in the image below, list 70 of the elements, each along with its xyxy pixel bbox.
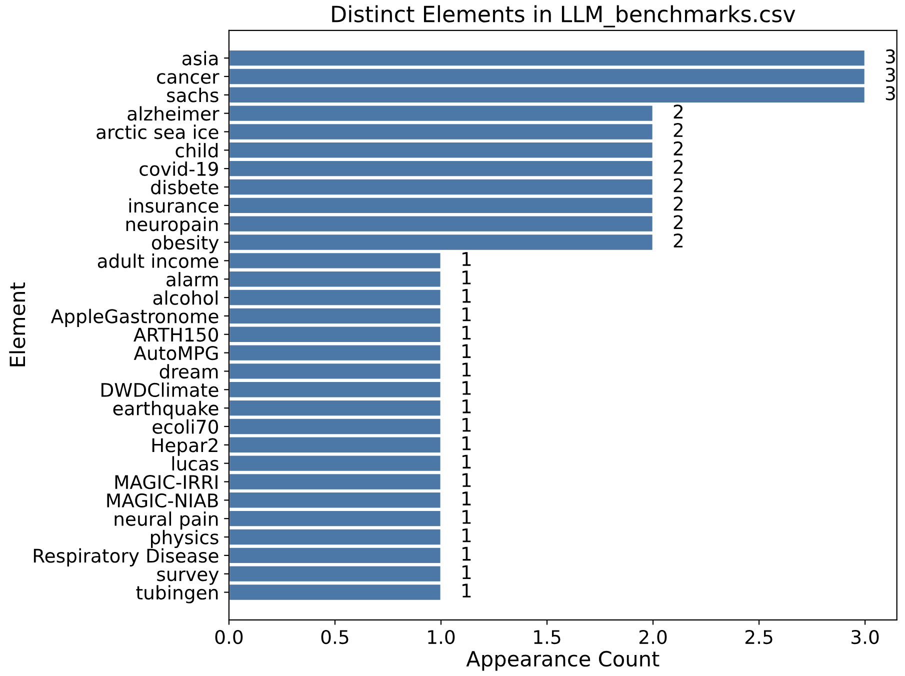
y-tick-label: Hepar2 bbox=[152, 438, 218, 456]
data-label: 3 bbox=[886, 86, 895, 100]
data-label: 1 bbox=[462, 344, 471, 358]
y-tick-label: obesity bbox=[152, 235, 219, 254]
chart-title: Distinct Elements in LLM_benchmarks.csv bbox=[332, 5, 796, 28]
data-label: 2 bbox=[674, 122, 683, 137]
y-tick-label: AutoMPG bbox=[134, 346, 218, 360]
data-label: 1 bbox=[462, 584, 471, 598]
y-tick-label: AppleGastronome bbox=[50, 308, 218, 327]
y-tick-label: disbete bbox=[151, 180, 218, 194]
data-label: 1 bbox=[462, 546, 471, 561]
x-tick-label: 0.0 bbox=[215, 630, 243, 644]
data-label: 1 bbox=[462, 270, 471, 284]
data-label: 1 bbox=[462, 307, 471, 322]
y-tick-label: MAGIC-NIAB bbox=[107, 493, 218, 508]
data-label: 1 bbox=[462, 362, 471, 376]
x-tick-label: 3.0 bbox=[852, 630, 879, 644]
data-label: 1 bbox=[462, 252, 471, 266]
y-tick-label: adult income bbox=[98, 254, 218, 268]
y-tick-label: arctic sea ice bbox=[96, 124, 218, 140]
y-tick-label: MAGIC-IRRI bbox=[115, 474, 218, 490]
data-label: 1 bbox=[462, 381, 471, 395]
y-tick-label: DWDClimate bbox=[102, 382, 218, 398]
data-label: 1 bbox=[462, 473, 471, 487]
data-label: 2 bbox=[674, 141, 683, 156]
data-label: 3 bbox=[886, 68, 895, 82]
data-label: 1 bbox=[462, 565, 471, 580]
y-tick-label: alcohol bbox=[153, 290, 218, 305]
data-label: 1 bbox=[462, 400, 471, 414]
y-tick-label: dream bbox=[160, 364, 218, 379]
x-tick-label: 2.0 bbox=[639, 630, 667, 644]
data-label: 2 bbox=[674, 234, 683, 248]
data-label: 1 bbox=[462, 528, 471, 542]
y-tick-label: tubingen bbox=[136, 585, 218, 604]
y-tick-label: physics bbox=[151, 530, 218, 548]
y-tick-label: lucas bbox=[172, 456, 218, 471]
x-tick-label: 0.5 bbox=[321, 630, 348, 644]
data-label: 2 bbox=[674, 196, 683, 211]
y-tick-label: neural pain bbox=[114, 511, 218, 530]
y-tick-label: insurance bbox=[129, 198, 218, 213]
y-tick-label: child bbox=[176, 143, 218, 158]
data-label: 3 bbox=[886, 49, 895, 64]
data-label: 1 bbox=[462, 492, 471, 506]
y-tick-label: ARTH150 bbox=[134, 328, 218, 342]
y-tick-label: neuropain bbox=[126, 216, 218, 235]
y-tick-label: ecoli70 bbox=[152, 419, 218, 434]
y-tick-label: Respiratory Disease bbox=[34, 548, 218, 566]
y-tick-label: sachs bbox=[167, 88, 218, 102]
y-tick-label: covid-19 bbox=[140, 161, 218, 176]
data-label: 1 bbox=[462, 436, 471, 450]
y-axis-title: Element bbox=[9, 282, 26, 366]
y-tick-label: survey bbox=[157, 570, 219, 585]
y-tick-label: alzheimer bbox=[128, 106, 220, 121]
data-label: 1 bbox=[462, 289, 471, 303]
x-tick-label: 2.5 bbox=[746, 630, 772, 644]
data-label: 2 bbox=[674, 215, 683, 230]
x-tick-label: 1.5 bbox=[534, 630, 560, 644]
data-label: 1 bbox=[462, 326, 471, 340]
y-tick-label: cancer bbox=[157, 73, 220, 84]
y-tick-label: earthquake bbox=[113, 400, 218, 420]
y-tick-label: asia bbox=[182, 50, 218, 66]
data-label: 1 bbox=[462, 418, 471, 432]
x-tick-label: 1.0 bbox=[428, 630, 455, 644]
data-label: 1 bbox=[462, 510, 471, 524]
data-label: 2 bbox=[674, 104, 683, 118]
y-tick-label: alarm bbox=[166, 272, 218, 286]
data-label: 2 bbox=[674, 160, 683, 174]
data-label: 1 bbox=[462, 454, 471, 468]
data-label: 2 bbox=[674, 178, 683, 192]
x-axis-title: Appearance Count bbox=[466, 650, 660, 671]
